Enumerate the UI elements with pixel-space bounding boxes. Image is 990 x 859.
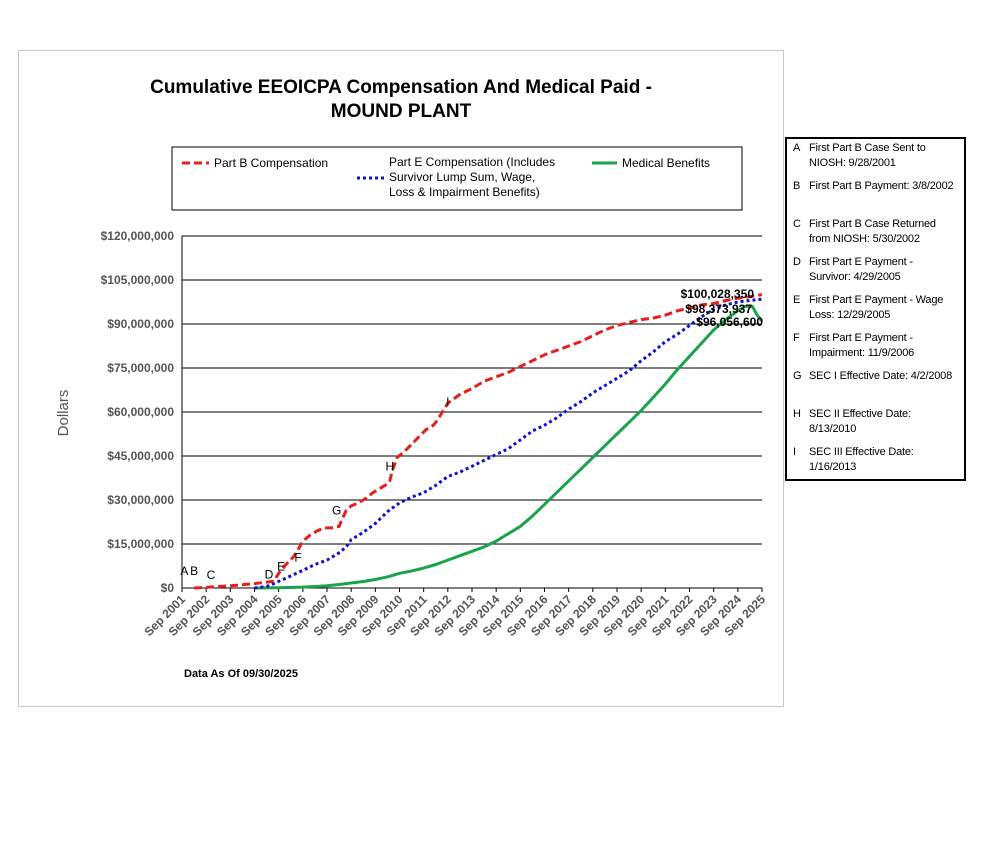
legend-label-part-e-1: Part E Compensation (Includes	[389, 155, 555, 169]
note-a: A First Part B Case Sent to NIOSH: 9/28/20…	[793, 141, 965, 171]
note-line-2: NIOSH: 9/28/2001	[809, 157, 896, 169]
chart-panel: Cumulative EEOICPA Compensation And Medi…	[18, 50, 784, 707]
note-letter: D	[793, 256, 801, 268]
note-text: First Part B Payment: 3/8/2002	[809, 179, 965, 194]
y-tick-label-5: $75,000,000	[107, 361, 174, 375]
note-letter: I	[793, 446, 796, 458]
note-line-1: First Part B Case Returned	[809, 218, 936, 230]
y-tick-label-6: $90,000,000	[107, 317, 174, 331]
footnote: Data As Of 09/30/2025	[184, 668, 298, 680]
note-text: First Part E Payment - Survivor: 4/29/200…	[809, 255, 965, 285]
event-marker-a: A	[180, 564, 188, 578]
chart-svg: Cumulative EEOICPA Compensation And Medi…	[55, 77, 768, 680]
note-line-1: First Part B Payment: 3/8/2002	[809, 180, 954, 192]
series-part-e-line	[254, 297, 762, 590]
value-label-2: $96,056,600	[696, 315, 763, 329]
series-layer	[194, 293, 764, 590]
y-tick-label-1: $15,000,000	[107, 537, 174, 551]
y-tick-label-8: $120,000,000	[101, 229, 175, 243]
note-letter: B	[793, 180, 801, 192]
note-c: C First Part B Case Returned from NIOSH: 5…	[793, 217, 965, 247]
note-text: SEC II Effective Date: 8/13/2010	[809, 407, 965, 437]
y-tick-labels: $0 $15,000,000 $30,000,000 $45,000,000 $60,0…	[101, 229, 175, 595]
note-line-2: Loss: 12/29/2005	[809, 309, 891, 321]
note-f: F First Part E Payment - Impairment: 11/9/…	[793, 331, 965, 361]
event-marker-b: B	[190, 564, 198, 578]
event-marker-f: F	[294, 551, 301, 565]
event-marker-e: E	[277, 559, 285, 573]
note-h: H SEC II Effective Date: 8/13/2010	[793, 407, 965, 437]
note-line-1: First Part E Payment -	[809, 256, 913, 268]
chart-title-line1: Cumulative EEOICPA Compensation And Medi…	[150, 77, 652, 98]
note-line-1: SEC I Effective Date: 4/2/2008	[809, 370, 952, 382]
series-part-b-line	[194, 293, 763, 590]
note-letter: G	[793, 370, 802, 382]
value-label-0: $100,028,350	[681, 287, 755, 301]
note-line-2: 1/16/2013	[809, 461, 857, 473]
note-e: E First Part E Payment - Wage Loss: 12/29/…	[793, 293, 965, 323]
note-line-1: First Part E Payment - Wage	[809, 294, 944, 306]
note-text: SEC III Effective Date: 1/16/2013	[809, 445, 965, 475]
legend-label-part-b: Part B Compensation	[214, 156, 328, 170]
event-marker-h: H	[385, 460, 394, 474]
y-tick-label-7: $105,000,000	[101, 273, 175, 287]
event-marker-c: C	[207, 568, 216, 582]
value-labels: $100,028,350$98,373,937$96,056,600	[681, 287, 764, 329]
note-letter: A	[793, 142, 801, 154]
note-line-1: SEC III Effective Date:	[809, 446, 914, 458]
grid-layer	[181, 235, 763, 592]
legend: Part B Compensation Part E Compensation …	[171, 146, 743, 211]
y-tick-label-4: $60,000,000	[107, 405, 174, 419]
y-tick-label-3: $45,000,000	[107, 449, 174, 463]
note-d: D First Part E Payment - Survivor: 4/29/20…	[793, 255, 965, 285]
note-letter: C	[793, 218, 801, 230]
note-b: B First Part B Payment: 3/8/2002	[793, 179, 965, 194]
note-text: First Part E Payment - Wage Loss: 12/29/2…	[809, 293, 965, 323]
legend-label-part-e-2: Survivor Lump Sum, Wage,	[389, 170, 535, 184]
note-g: G SEC I Effective Date: 4/2/2008	[793, 369, 965, 384]
note-text: First Part E Payment - Impairment: 11/9/2…	[809, 331, 965, 361]
series-medical-line	[254, 304, 764, 590]
note-text: First Part B Case Sent to NIOSH: 9/28/200…	[809, 141, 965, 171]
legend-box	[171, 146, 743, 211]
legend-label-medical: Medical Benefits	[622, 156, 710, 170]
note-text: First Part B Case Returned from NIOSH: 5/…	[809, 217, 965, 247]
note-line-1: First Part E Payment -	[809, 332, 913, 344]
event-marker-i: I	[446, 395, 449, 409]
note-line-2: 8/13/2010	[809, 423, 857, 435]
legend-label-part-e-3: Loss & Impairment Benefits)	[389, 185, 540, 199]
note-letter: E	[793, 294, 801, 306]
note-line-1: First Part B Case Sent to	[809, 142, 926, 154]
note-text: SEC I Effective Date: 4/2/2008	[809, 369, 965, 384]
value-label-1: $98,373,937	[685, 302, 752, 316]
note-line-1: SEC II Effective Date:	[809, 408, 911, 420]
event-markers: A B C DEF G H I	[180, 395, 449, 582]
event-marker-g: G	[332, 504, 341, 518]
y-axis-label: Dollars	[55, 390, 72, 437]
note-line-2: Impairment: 11/9/2006	[809, 347, 915, 359]
note-line-2: from NIOSH: 5/30/2002	[809, 233, 920, 245]
note-i: I SEC III Effective Date: 1/16/2013	[793, 445, 965, 475]
chart-title-line2: MOUND PLANT	[331, 101, 472, 122]
note-letter: H	[793, 408, 801, 420]
event-marker-d: D	[265, 568, 274, 582]
y-tick-label-0: $0	[161, 581, 175, 595]
y-tick-label-2: $30,000,000	[107, 493, 174, 507]
note-line-2: Survivor: 4/29/2005	[809, 271, 901, 283]
note-letter: F	[793, 332, 800, 344]
event-notes-box: A First Part B Case Sent to NIOSH: 9/28/20…	[785, 137, 966, 481]
